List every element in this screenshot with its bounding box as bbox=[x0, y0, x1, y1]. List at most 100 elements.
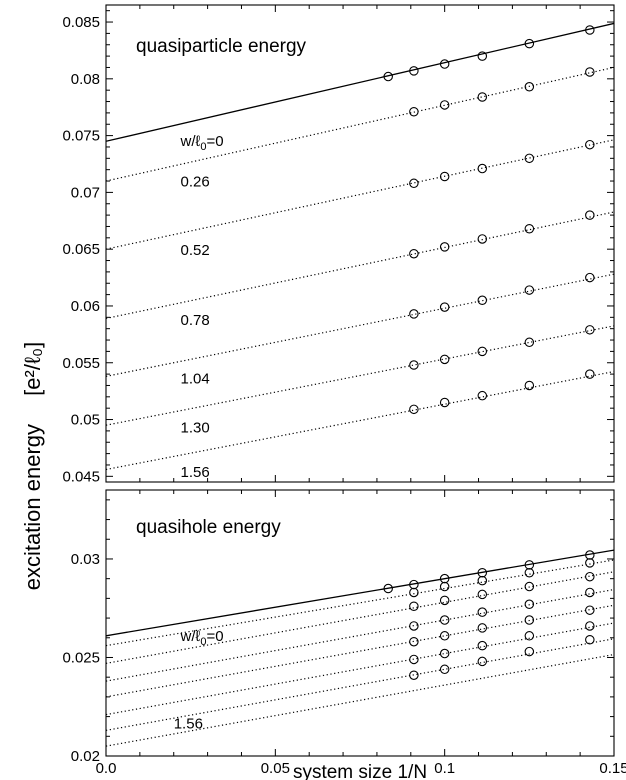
data-point-4-0 bbox=[409, 309, 419, 319]
fit-line-3 bbox=[106, 211, 614, 320]
fit-lines bbox=[106, 22, 614, 471]
y-axis-label-text: excitation energy [e²/ℓ₀] bbox=[20, 342, 45, 591]
data-point-5-1 bbox=[439, 648, 450, 659]
data-point-6-4 bbox=[585, 369, 595, 379]
data-point-1-0 bbox=[409, 107, 419, 117]
data-point-2-0 bbox=[409, 178, 419, 189]
series-label-val: =0 bbox=[206, 133, 223, 150]
data-point-1-2 bbox=[477, 575, 488, 586]
x-tick-label: 0.05 bbox=[261, 760, 290, 777]
series-label-var: w/ℓ bbox=[180, 133, 201, 150]
x-tick-label: 0.1 bbox=[434, 760, 455, 777]
annotation-label-0: 1.56 bbox=[174, 715, 203, 732]
series-label-0: w/ℓ0=0 bbox=[180, 628, 224, 648]
series-label-1: 0.26 bbox=[181, 173, 210, 190]
y-tick-label: 0.05 bbox=[71, 412, 100, 429]
data-point-2-2 bbox=[477, 589, 488, 600]
y-tick-label: 0.03 bbox=[71, 551, 100, 568]
panel-quasiparticle: w/ℓ0=0 0.26 0.52 0.78 1.04 1.30 1.56 quasiparti… bbox=[62, 4, 615, 485]
y-tick-label: 0.02 bbox=[71, 748, 100, 765]
data-point-5-0 bbox=[409, 360, 419, 370]
y-tick-label: 0.07 bbox=[71, 184, 100, 201]
x-tick-label: 0.15 bbox=[599, 760, 626, 777]
data-point-5-2 bbox=[477, 346, 488, 357]
data-point-2-4 bbox=[585, 571, 595, 582]
x-tick-label: 0.0 bbox=[96, 760, 117, 777]
fit-line-7 bbox=[106, 653, 614, 747]
data-point-0-4 bbox=[524, 38, 535, 49]
data-point-3-3 bbox=[524, 599, 535, 610]
y-axis-unit: [e²/ℓ₀] bbox=[20, 342, 45, 396]
series-label-var: w/ℓ bbox=[180, 628, 201, 645]
data-point-1-1 bbox=[439, 100, 450, 110]
y-axis-title: excitation energy bbox=[20, 424, 45, 590]
data-point-2-1 bbox=[439, 595, 450, 606]
series-label-4: 1.04 bbox=[181, 370, 210, 387]
data-point-3-1 bbox=[439, 615, 450, 625]
data-point-4-1 bbox=[439, 631, 450, 641]
series-label-sub: 0 bbox=[200, 636, 206, 648]
fit-lines bbox=[106, 549, 614, 747]
data-point-6-1 bbox=[439, 397, 450, 408]
data-point-0-3 bbox=[477, 51, 488, 61]
data-point-4-2 bbox=[477, 295, 488, 306]
data-point-6-2 bbox=[477, 656, 488, 667]
data-point-2-1 bbox=[439, 171, 450, 182]
y-tick-label: 0.08 bbox=[71, 71, 100, 88]
data-point-0-5 bbox=[585, 25, 595, 35]
y-tick-label: 0.055 bbox=[62, 355, 100, 372]
data-point-4-4 bbox=[585, 272, 595, 283]
y-tick-label: 0.085 bbox=[62, 14, 100, 31]
data-point-1-4 bbox=[585, 558, 595, 568]
data-point-1-1 bbox=[439, 581, 450, 592]
data-point-3-4 bbox=[585, 210, 595, 220]
y-tick-label: 0.045 bbox=[62, 468, 100, 485]
data-point-6-3 bbox=[524, 380, 535, 391]
data-point-5-2 bbox=[477, 640, 488, 651]
data-point-3-3 bbox=[524, 223, 535, 234]
data-point-0-0 bbox=[383, 71, 393, 82]
fit-line-5 bbox=[106, 325, 614, 426]
panel-quasihole: w/ℓ0=0 1.56 quasihole energy 0.02 0.025 0.03 0… bbox=[62, 489, 626, 780]
data-point-4-2 bbox=[477, 623, 488, 633]
data-point-6-0 bbox=[409, 670, 419, 680]
data-point-1-3 bbox=[524, 568, 535, 578]
fit-line-0 bbox=[106, 549, 614, 637]
fit-line-4 bbox=[106, 604, 614, 698]
data-point-6-0 bbox=[409, 404, 419, 415]
data-point-3-2 bbox=[477, 607, 488, 617]
y-tick-label: 0.075 bbox=[62, 128, 100, 145]
panel-title: quasihole energy bbox=[136, 517, 281, 538]
data-point-4-3 bbox=[524, 615, 535, 625]
y-tick-label: 0.06 bbox=[71, 298, 100, 315]
data-point-3-0 bbox=[409, 248, 419, 259]
y-tick-label: 0.065 bbox=[62, 241, 100, 258]
data-point-4-0 bbox=[409, 636, 419, 647]
data-point-4-4 bbox=[585, 605, 595, 615]
data-point-2-4 bbox=[585, 139, 595, 150]
panel-title: quasiparticle energy bbox=[136, 36, 307, 57]
series-label-5: 1.30 bbox=[181, 420, 210, 437]
data-point-2-3 bbox=[524, 581, 535, 592]
data-point-0-1 bbox=[409, 66, 419, 76]
y-axis-label: excitation energy [e²/ℓ₀] bbox=[20, 342, 45, 591]
x-axis-label: system size 1/N bbox=[293, 762, 427, 780]
series-label-val: =0 bbox=[206, 628, 223, 645]
series-label-3: 0.78 bbox=[181, 312, 210, 329]
data-point-2-2 bbox=[477, 163, 488, 174]
data-point-2-0 bbox=[409, 601, 419, 612]
data-point-3-2 bbox=[477, 234, 488, 244]
panels: w/ℓ0=00.260.520.781.041.301.56quasiparti… bbox=[62, 4, 626, 780]
data-point-3-4 bbox=[585, 587, 595, 598]
fit-line-5 bbox=[106, 622, 614, 716]
data-point-0-2 bbox=[439, 59, 450, 69]
fit-line-2 bbox=[106, 139, 614, 250]
series-label-2: 0.52 bbox=[181, 242, 210, 259]
data-point-5-4 bbox=[585, 325, 595, 335]
data-point-1-4 bbox=[585, 67, 595, 77]
fit-line-6 bbox=[106, 370, 614, 471]
data-point-5-4 bbox=[585, 621, 595, 631]
series-label-0: w/ℓ0=0 bbox=[180, 133, 224, 153]
fit-line-2 bbox=[106, 571, 614, 664]
